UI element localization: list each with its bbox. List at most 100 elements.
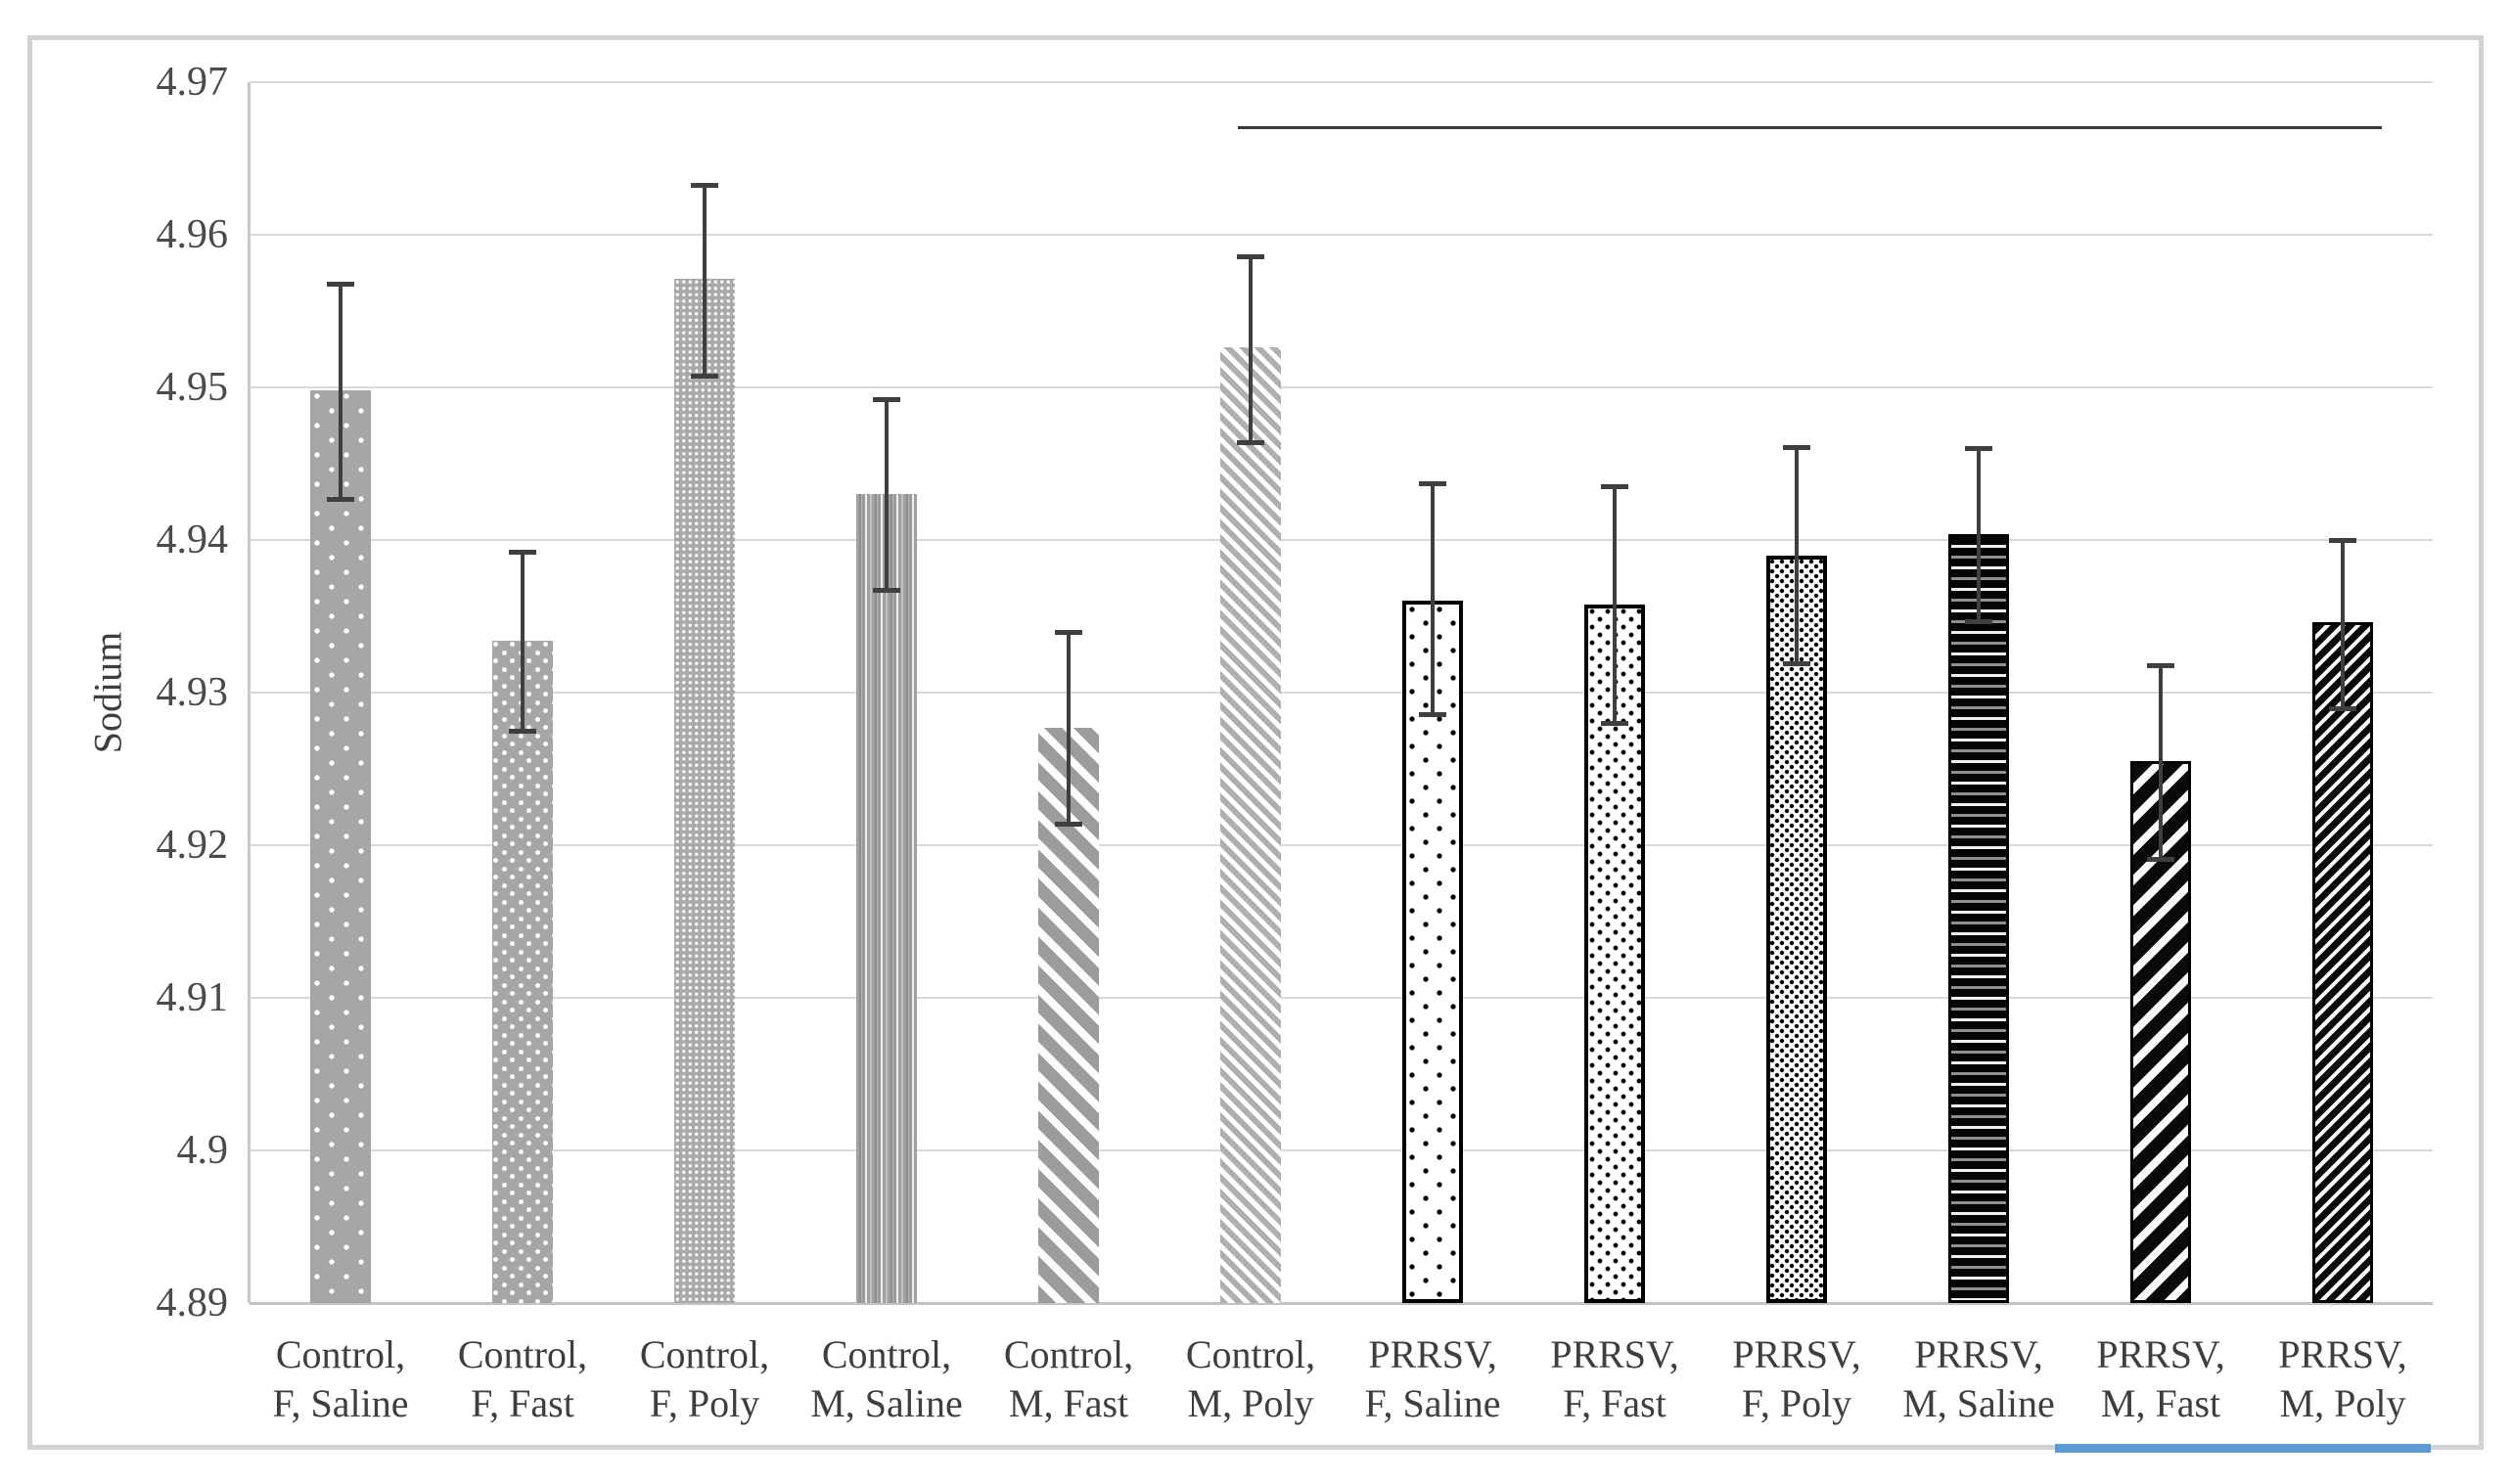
x-tick-label-line1: PRRSV, [1914, 1332, 2043, 1376]
y-tick-label: 4.95 [156, 365, 229, 410]
error-bar-stem [339, 283, 342, 499]
error-bar-cap-bottom [2147, 857, 2174, 863]
error-bar-cap-bottom [327, 496, 354, 502]
error-bar-cap-top [1055, 629, 1082, 635]
x-tick-label-line1: PRRSV, [2096, 1332, 2225, 1376]
x-tick-label: PRRSV, F, Poly [1706, 1330, 1888, 1428]
error-bar-cap-top [1419, 481, 1446, 487]
y-tick-label: 4.94 [156, 517, 229, 562]
y-tick-label: 4.93 [156, 670, 229, 715]
y-tick-label: 4.96 [156, 212, 229, 257]
gridline [250, 844, 2433, 846]
x-tick-label-line1: PRRSV, [1732, 1332, 1861, 1376]
error-bar-stem [1431, 483, 1435, 714]
gridline [250, 997, 2433, 999]
error-bar-cap-top [327, 281, 354, 287]
error-bar-cap-bottom [1965, 618, 1992, 624]
error-bar-stem [2159, 664, 2163, 860]
y-axis-line [248, 82, 251, 1303]
error-bar-stem [1613, 486, 1617, 724]
x-tick-label-line1: PRRSV, [1368, 1332, 1497, 1376]
gridline [250, 386, 2433, 388]
x-tick-label: PRRSV, F, Saline [1342, 1330, 1524, 1428]
error-bar-cap-bottom [1783, 661, 1810, 667]
x-tick-label-line2: M, Fast [2100, 1381, 2221, 1425]
error-bar-cap-bottom [873, 588, 900, 594]
error-bar-cap-bottom [1055, 822, 1082, 828]
bar-control-f-fast [492, 640, 553, 1303]
error-bar-stem [1977, 448, 1981, 621]
x-axis-baseline [250, 1301, 2433, 1305]
x-tick-label-line2: M, Saline [1902, 1381, 2055, 1425]
error-bar-stem [521, 552, 525, 731]
x-tick-label-line2: F, Poly [1741, 1381, 1852, 1425]
significance-line [1238, 126, 2382, 130]
x-tick-label-line1: Control, [639, 1332, 770, 1376]
y-tick-label: 4.89 [156, 1281, 229, 1326]
error-bar-cap-top [873, 397, 900, 403]
error-bar-cap-top [2329, 538, 2356, 543]
error-bar-stem [2341, 540, 2345, 708]
y-tick-label: 4.92 [156, 823, 229, 868]
x-tick-label: PRRSV, M, Saline [1888, 1330, 2070, 1428]
gridline [250, 692, 2433, 694]
error-bar-cap-bottom [1237, 440, 1264, 446]
error-bar-stem [1795, 446, 1799, 664]
x-tick-label-line2: M, Poly [2279, 1381, 2406, 1425]
error-bar-stem [1249, 255, 1253, 443]
bottom-blue-underline [2055, 1444, 2431, 1453]
error-bar-cap-top [1783, 444, 1810, 450]
x-tick-label-line2: F, Fast [1563, 1381, 1666, 1425]
error-bar-stem [1067, 631, 1071, 825]
error-bar-cap-top [1601, 484, 1628, 490]
x-tick-label: PRRSV, M, Poly [2252, 1330, 2434, 1428]
x-tick-label-line2: M, Fast [1008, 1381, 1129, 1425]
x-tick-label-line2: M, Poly [1187, 1381, 1314, 1425]
x-tick-label-line2: F, Poly [649, 1381, 760, 1425]
bar-control-m-poly [1220, 347, 1281, 1303]
y-tick-label: 4.91 [156, 975, 229, 1020]
bar-prrsv-f-saline [1402, 601, 1463, 1303]
x-tick-label: Control, F, Poly [614, 1330, 796, 1428]
error-bar-cap-bottom [2329, 705, 2356, 711]
y-tick-label: 4.97 [156, 60, 229, 105]
y-tick-label: 4.9 [176, 1128, 229, 1173]
bar-prrsv-m-poly [2312, 622, 2373, 1303]
bar-control-f-poly [674, 279, 735, 1303]
error-bar-stem [885, 399, 889, 591]
x-tick-label-line1: Control, [1003, 1332, 1134, 1376]
bar-prrsv-m-fast [2130, 761, 2191, 1303]
error-bar-cap-top [691, 182, 718, 188]
gridline [250, 539, 2433, 541]
bar-prrsv-f-poly [1766, 555, 1827, 1303]
bar-control-m-saline [856, 494, 917, 1303]
bar-prrsv-m-saline [1948, 533, 2009, 1303]
x-tick-label: Control, F, Saline [250, 1330, 432, 1428]
x-tick-label: Control, M, Fast [978, 1330, 1160, 1428]
bar-control-f-saline [310, 390, 371, 1303]
error-bar-stem [703, 184, 707, 376]
error-bar-cap-bottom [509, 729, 536, 734]
x-tick-label: Control, M, Saline [796, 1330, 978, 1428]
x-tick-label: PRRSV, F, Fast [1524, 1330, 1706, 1428]
x-tick-label: PRRSV, M, Fast [2070, 1330, 2252, 1428]
error-bar-cap-top [1237, 253, 1264, 259]
error-bar-cap-top [1965, 446, 1992, 452]
error-bar-cap-bottom [691, 373, 718, 379]
error-bar-cap-top [509, 550, 536, 556]
x-tick-label: Control, M, Poly [1160, 1330, 1342, 1428]
x-tick-label-line2: F, Fast [471, 1381, 574, 1425]
x-tick-label-line2: F, Saline [272, 1381, 409, 1425]
error-bar-cap-top [2147, 662, 2174, 668]
error-bar-cap-bottom [1601, 721, 1628, 727]
x-tick-label: Control, F, Fast [432, 1330, 614, 1428]
x-tick-label-line1: Control, [457, 1332, 588, 1376]
gridline [250, 81, 2433, 83]
x-tick-label-line2: M, Saline [810, 1381, 963, 1425]
x-tick-label-line1: Control, [821, 1332, 952, 1376]
x-tick-label-line1: Control, [1185, 1332, 1316, 1376]
gridline [250, 1149, 2433, 1151]
error-bar-cap-bottom [1419, 711, 1446, 717]
gridline [250, 234, 2433, 236]
